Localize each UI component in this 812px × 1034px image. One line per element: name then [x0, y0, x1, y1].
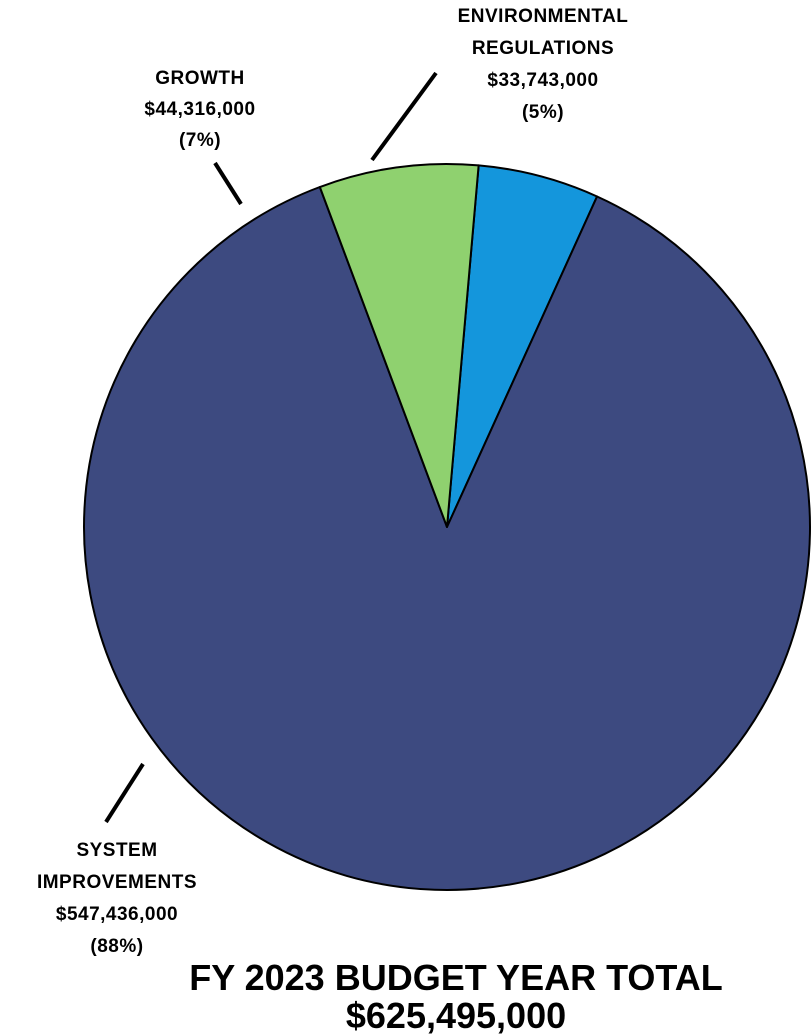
- pie-slice-system-improvements: [83, 186, 811, 891]
- leader-line-growth: [213, 161, 243, 206]
- slice-label-growth: GROWTH $44,316,000 (7%): [144, 68, 255, 151]
- leader-line-environmental-regulations: [370, 71, 438, 162]
- slice-amount: $547,436,000: [56, 904, 178, 925]
- label-line-1: ENVIRONMENTAL: [458, 6, 629, 27]
- leader-lines: [104, 71, 438, 824]
- slice-percent: (5%): [522, 102, 564, 123]
- label-line-2: IMPROVEMENTS: [37, 872, 197, 893]
- leader-line-system-improvements: [104, 762, 145, 824]
- slice-amount: $33,743,000: [487, 70, 598, 91]
- pie-slice-growth: [318, 163, 480, 528]
- pie-slices: [83, 163, 811, 891]
- title-text: FY 2023 BUDGET YEAR TOTAL: [189, 957, 722, 998]
- slice-amount: $44,316,000: [144, 99, 255, 120]
- slice-percent: (7%): [179, 130, 221, 151]
- chart-title: FY 2023 BUDGET YEAR TOTAL $625,495,000: [189, 957, 722, 1034]
- total-amount: $625,495,000: [346, 995, 566, 1034]
- label-line-1: SYSTEM: [76, 840, 157, 861]
- slice-label-system-improvements: SYSTEM IMPROVEMENTS $547,436,000 (88%): [37, 840, 197, 957]
- slice-label-environmental-regulations: ENVIRONMENTAL REGULATIONS $33,743,000 (5…: [458, 6, 629, 123]
- label-line-1: GROWTH: [155, 68, 245, 89]
- slice-percent: (88%): [90, 936, 143, 957]
- label-line-2: REGULATIONS: [472, 38, 614, 59]
